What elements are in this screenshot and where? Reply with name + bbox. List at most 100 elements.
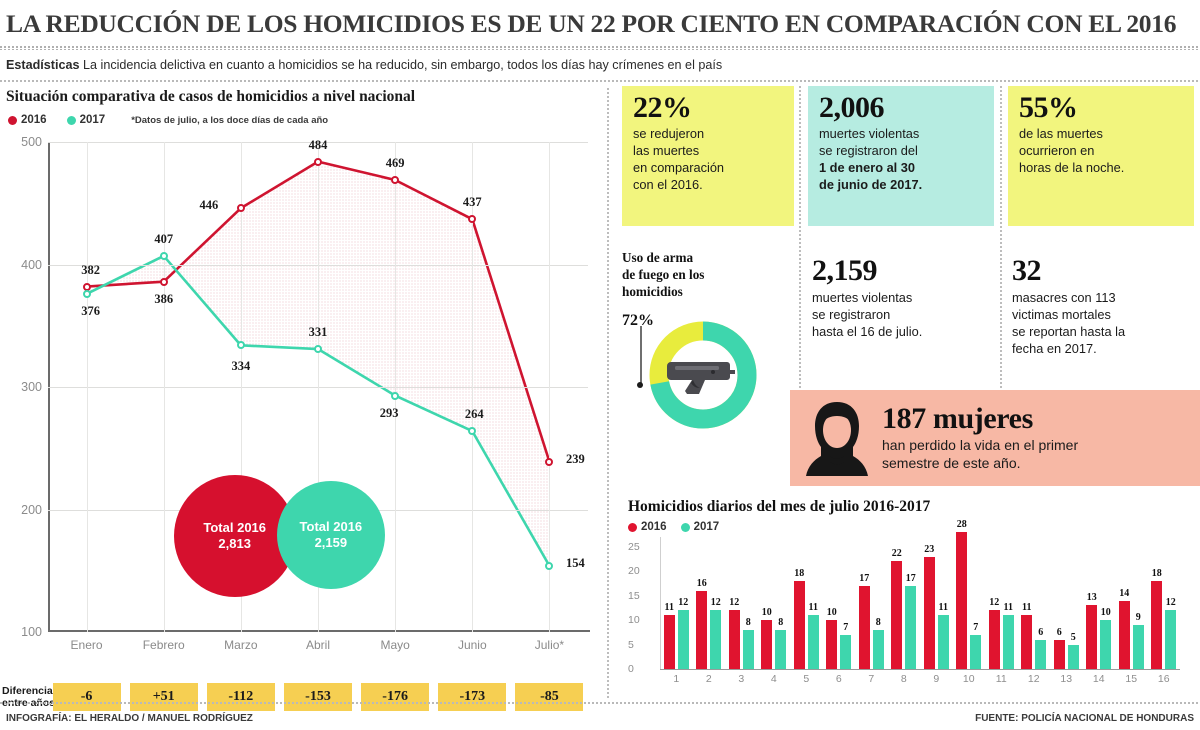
bar-chart-y-axis [660,537,661,669]
bar-chart-day-label: 7 [868,673,875,685]
line-point-2017-Enero [82,289,91,298]
bar-2017-day-15 [1132,625,1144,669]
bar-value-label: 23 [924,543,935,555]
women-victims-box: 187 mujeres han perdido la vida en el pr… [790,390,1200,486]
line-chart-vgrid [549,142,551,632]
bar-2016-day-7 [858,585,870,669]
line-chart-note: *Datos de julio, a los doce días de cada… [131,114,329,126]
bar-legend-item-2017: 2017 [680,521,719,533]
bar-value-label: 22 [891,548,902,560]
line-chart-vgrid [318,142,319,632]
bar-value-label: 10 [761,607,772,619]
bar-2017-day-3 [742,629,754,669]
stat-box-2006: 2,006 muertes violentas se registraron d… [808,86,994,226]
bar-value-label: 7 [973,621,979,633]
line-point-2016-Julio* [545,457,554,466]
bar-2016-day-8 [891,561,903,669]
middle-stat-row: Uso de arma de fuego en los homicidios 7… [614,242,1200,429]
stat-box-22-percent: 22% se redujeron las muertes en comparac… [622,86,794,226]
line-chart-x-label: Junio [457,638,487,652]
donut-leader-line [640,326,642,384]
stat-box-1-text: se redujeron las muertes en comparación … [633,126,783,194]
bar-value-label: 14 [1119,587,1130,599]
line-value-label: 437 [462,195,482,210]
women-victims-body: han perdido la vida en el primer semestr… [882,436,1078,472]
top-stat-boxes: 22% se redujeron las muertes en comparac… [614,86,1200,232]
stat-2159-text: muertes violentas se registraron hasta e… [812,289,992,340]
firearm-title-line3: homicidios [622,283,683,299]
line-value-label: 239 [566,451,585,466]
bar-2016-day-5 [793,581,805,669]
bar-2016-day-15 [1118,600,1130,669]
bubble-2016-value: 2,813 [218,536,251,552]
line-chart-x-label: Marzo [224,638,258,652]
stats-separator-2 [1000,86,1003,398]
line-chart-y-tick: 100 [21,625,42,639]
difference-chip-Enero: -6 [52,683,121,711]
bar-2016-day-3 [728,610,740,669]
stat-box-3-text: de las muertes ocurrieron en horas de la… [1019,126,1183,177]
bar-chart-y-tick: 0 [628,663,634,675]
stat-2159-value: 2,159 [812,254,878,287]
bar-chart-legend: 2016 2017 [614,516,1200,533]
line-chart-plot-area: 100 200 300 400 500 382 386 446 484 469 437 239 376 4… [0,132,606,652]
stat-32-text: masacres con 113 victimas mortales se re… [1012,289,1198,358]
bar-chart-x-axis [660,669,1180,670]
bar-chart-y-tick: 5 [628,638,634,651]
difference-chip-Marzo: -112 [206,683,275,711]
line-chart-y-tick: 400 [21,257,42,272]
bar-value-label: 7 [843,621,849,633]
line-chart-x-axis [48,630,590,632]
bar-2016-day-14 [1086,605,1098,669]
stat-box-2-line1: muertes violentas [819,126,920,141]
difference-chips: -6 +51 -112 -153 -176 -173 -85 [52,683,600,711]
stat-box-3-value: 55% [1019,91,1078,124]
women-victims-value: 187 mujeres [882,401,1033,435]
line-value-label: 446 [199,198,219,213]
line-chart-x-label: Mayo [380,638,410,652]
stat-box-1-line4: con el 2016. [633,176,703,192]
bar-value-label: 11 [1003,602,1013,614]
bar-2017-day-10 [970,634,982,669]
firearm-percent-label: 72% [622,311,654,329]
stats-separator-1 [799,86,802,398]
line-point-2017-Junio [468,427,477,436]
line-value-label: 331 [308,325,328,340]
bar-chart-day-label: 15 [1125,673,1138,685]
bar-2017-day-9 [937,615,949,669]
bar-chart-day-label: 2 [705,673,712,685]
subheadline: Estadísticas La incidencia delictiva en … [0,50,1200,80]
line-chart-x-label: Enero [70,638,103,652]
bar-chart-y-tick: 10 [628,614,640,627]
stats-panel: 22% se redujeron las muertes en comparac… [614,86,1200,706]
line-chart-area-fill [86,161,550,566]
legend-dot-2017 [66,115,76,125]
bar-value-label: 18 [794,568,805,579]
bar-value-label: 17 [905,572,916,584]
bar-value-label: 8 [778,616,784,628]
column-separator [607,88,610,700]
stat-2159-line2: se registraron [812,307,891,323]
line-value-label: 386 [154,291,174,306]
bar-2016-day-10 [956,532,968,669]
line-point-2016-Marzo [236,204,245,213]
line-value-label: 293 [379,405,399,420]
stat-box-2-value: 2,006 [819,91,885,124]
line-point-2016-Abril [314,157,322,166]
bar-value-label: 12 [678,597,689,609]
line-value-label: 484 [308,137,328,152]
stat-box-1-line1: se redujeron [633,126,705,141]
line-chart-vgrid [472,142,474,632]
bar-chart-day-label: 3 [738,673,745,685]
bar-legend-label-2016: 2016 [641,521,667,533]
legend-item-2017: 2017 [66,114,105,126]
line-point-2016-Febrero [159,277,168,286]
line-chart-canvas: 100 200 300 400 500 382 386 446 484 469 437 239 376 4… [21,135,588,639]
line-point-2017-Julio* [545,561,554,570]
bar-value-label: 5 [1070,631,1076,643]
bar-value-label: 9 [1135,612,1141,623]
bar-chart-day-label: 14 [1092,673,1105,685]
stat-box-2-text: muertes violentas se registraron del 1 d… [819,126,983,194]
bar-chart-y-tick: 15 [628,589,640,602]
